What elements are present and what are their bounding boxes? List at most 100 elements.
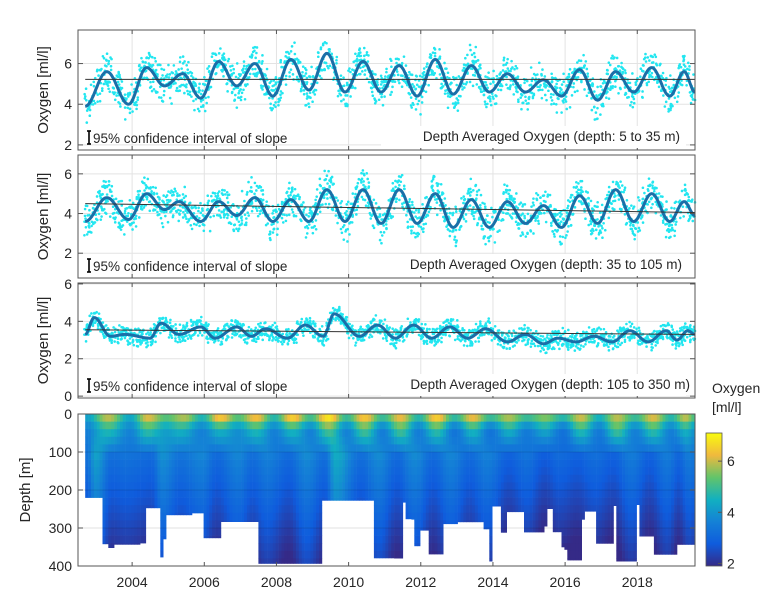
data-point (581, 190, 584, 193)
data-point (653, 53, 656, 56)
data-point (684, 189, 687, 192)
data-point (276, 228, 279, 231)
data-point (507, 212, 510, 215)
data-point (494, 325, 497, 328)
data-point (296, 57, 299, 60)
data-point (309, 76, 312, 79)
data-point (127, 340, 130, 343)
data-point (226, 191, 229, 194)
data-point (500, 89, 503, 92)
data-point (539, 196, 542, 199)
data-point (193, 109, 196, 112)
data-point (679, 199, 682, 202)
data-point (214, 192, 217, 195)
data-point (488, 240, 491, 243)
data-point (586, 68, 589, 71)
data-point (314, 325, 317, 328)
data-point (292, 73, 295, 76)
data-point (596, 107, 599, 110)
data-point (135, 217, 138, 220)
data-point (474, 56, 477, 59)
data-point (399, 180, 402, 183)
data-point (436, 214, 439, 217)
data-point (352, 337, 355, 340)
data-point (438, 339, 441, 342)
data-point (412, 225, 415, 228)
data-point (530, 205, 533, 208)
data-point (608, 61, 611, 64)
data-point (434, 48, 437, 51)
data-point (186, 90, 189, 93)
data-point (100, 215, 103, 218)
data-point (624, 69, 627, 72)
data-point (230, 69, 233, 72)
data-point (543, 194, 546, 197)
data-point (396, 329, 399, 332)
data-point (256, 72, 259, 75)
data-point (283, 341, 286, 344)
data-point (546, 195, 549, 198)
data-point (282, 221, 285, 224)
data-point (295, 338, 298, 341)
data-point (456, 319, 459, 322)
data-point (513, 201, 516, 204)
data-point (651, 184, 654, 187)
data-point (99, 218, 102, 221)
data-point (618, 186, 621, 189)
data-point (522, 233, 525, 236)
data-point (516, 341, 519, 344)
data-point (119, 102, 122, 105)
data-point (129, 199, 132, 202)
data-point (463, 329, 466, 332)
data-point (367, 54, 370, 57)
data-point (679, 217, 682, 220)
data-point (241, 219, 244, 222)
data-point (130, 83, 133, 86)
data-point (488, 95, 491, 98)
data-point (147, 178, 150, 181)
data-point (577, 192, 580, 195)
data-point (605, 96, 608, 99)
data-point (88, 114, 91, 117)
data-point (245, 221, 248, 224)
data-point (231, 91, 234, 94)
data-point (152, 186, 155, 189)
data-point (571, 336, 574, 339)
data-point (277, 104, 280, 107)
data-point (572, 213, 575, 216)
data-point (121, 200, 124, 203)
data-point (323, 170, 326, 173)
data-point (428, 328, 431, 331)
data-point (487, 71, 490, 74)
data-point (306, 97, 309, 100)
data-point (625, 92, 628, 95)
data-point (94, 102, 97, 105)
data-point (246, 211, 249, 214)
data-point (449, 235, 452, 238)
data-point (638, 227, 641, 230)
data-point (565, 108, 568, 111)
data-point (308, 106, 311, 109)
data-point (630, 204, 633, 207)
data-point (207, 341, 210, 344)
data-point (158, 213, 161, 216)
data-point (567, 205, 570, 208)
data-point (300, 220, 303, 223)
data-point (232, 68, 235, 71)
data-point (490, 334, 493, 337)
data-point (563, 218, 566, 221)
data-point (635, 83, 638, 86)
data-point (513, 344, 516, 347)
data-point (670, 214, 673, 217)
data-point (527, 213, 530, 216)
y-tick-label: 4 (64, 96, 72, 112)
data-point (449, 212, 452, 215)
data-point (226, 217, 229, 220)
data-point (336, 56, 339, 59)
data-point (569, 200, 572, 203)
data-point (484, 205, 487, 208)
data-point (155, 69, 158, 72)
data-point (143, 76, 146, 79)
data-point (98, 213, 101, 216)
data-point (147, 331, 150, 334)
